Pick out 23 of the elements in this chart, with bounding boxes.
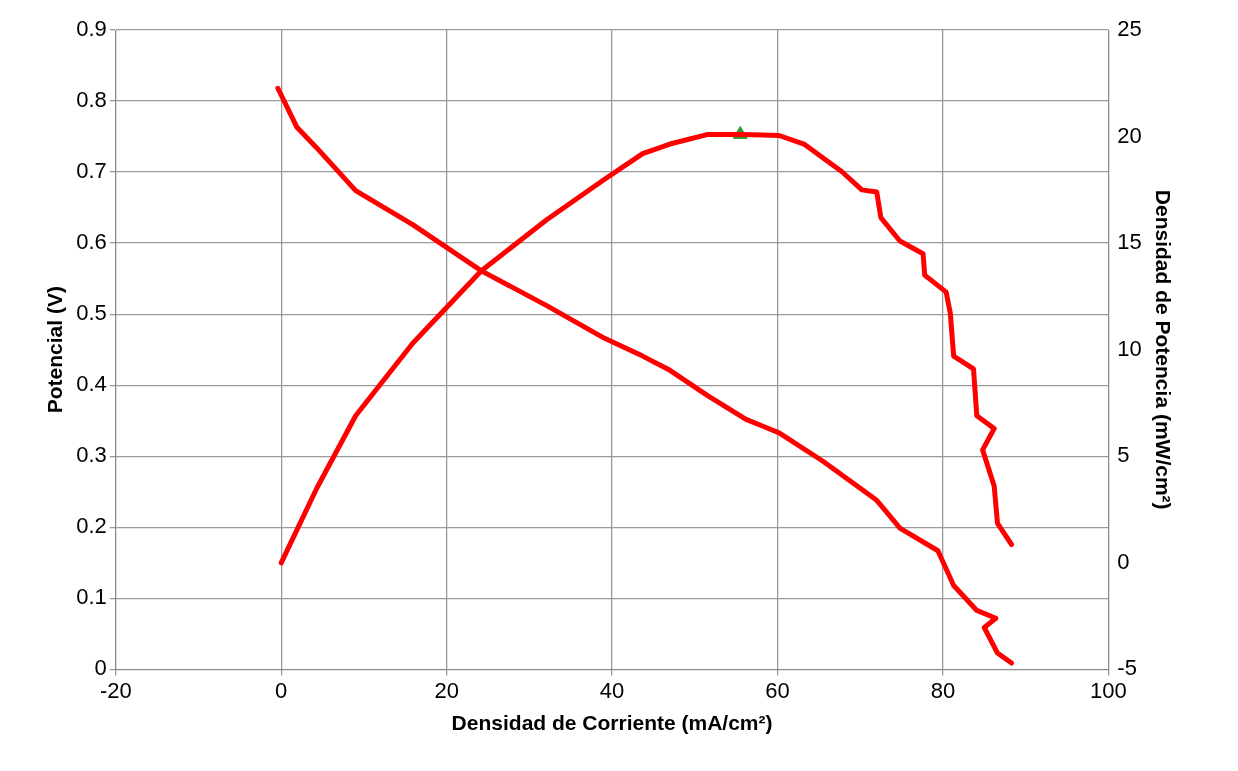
y2-tick-label: 15 [1117, 229, 1142, 255]
x-tick-label: 60 [765, 677, 790, 703]
y2-axis-title: Densidad de Potencia (mW/cm²) [1151, 189, 1175, 510]
x-tick-label: 0 [275, 677, 288, 703]
y-tick-label: 0.9 [76, 16, 107, 42]
x-axis-title: Densidad de Corriente (mA/cm²) [451, 711, 773, 735]
y2-tick-label: 10 [1117, 335, 1142, 361]
y-tick-label: 0.1 [76, 584, 107, 610]
y-tick-label: 0.2 [76, 513, 107, 539]
x-tick-label: 40 [599, 677, 625, 703]
y-tick-label: 0.8 [76, 87, 107, 113]
y2-tick-label: 20 [1117, 122, 1142, 148]
x-tick-label: 80 [930, 677, 956, 703]
y-tick-label: 0.5 [76, 300, 107, 326]
y-tick-label: 0.4 [76, 371, 107, 397]
y-tick-label: 0.3 [76, 442, 107, 468]
y2-tick-label: 25 [1117, 16, 1142, 42]
y-axis-title: Potencial (V) [43, 286, 67, 414]
y2-tick-label: 0 [1117, 548, 1130, 574]
y-tick-label: 0.7 [76, 158, 107, 184]
x-tick-label: 20 [434, 677, 459, 703]
y2-tick-label: 5 [1117, 442, 1130, 468]
y-tick-label: 0.6 [76, 229, 107, 255]
